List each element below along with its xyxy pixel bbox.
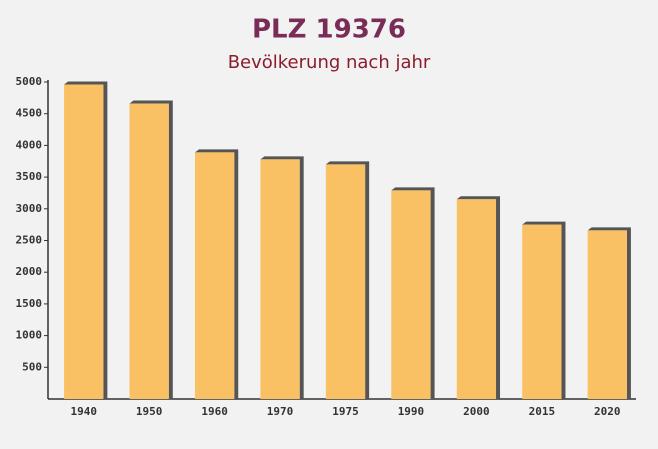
y-tick-label: 3000 bbox=[16, 202, 43, 215]
y-tick-label: 4000 bbox=[16, 138, 43, 151]
x-tick-label: 1975 bbox=[332, 405, 359, 418]
bar bbox=[260, 159, 300, 399]
bar bbox=[587, 230, 627, 399]
y-tick-label: 2500 bbox=[16, 234, 43, 247]
bar bbox=[194, 152, 235, 399]
bar bbox=[391, 190, 431, 399]
bar bbox=[456, 199, 497, 399]
y-tick-label: 1500 bbox=[16, 297, 43, 310]
chart-subtitle: Bevölkerung nach jahr bbox=[228, 52, 431, 73]
x-tick-label: 1970 bbox=[267, 405, 294, 418]
bar bbox=[325, 164, 366, 399]
y-tick-label: 4500 bbox=[16, 107, 43, 120]
bar bbox=[129, 103, 169, 399]
bar bbox=[522, 224, 562, 399]
x-tick-label: 2020 bbox=[594, 405, 621, 418]
y-tick-label: 1000 bbox=[16, 329, 43, 342]
x-tick-label: 1990 bbox=[398, 405, 425, 418]
y-tick-label: 2000 bbox=[16, 265, 43, 278]
chart-title: PLZ 19376 bbox=[252, 15, 406, 45]
x-tick-label: 2015 bbox=[529, 405, 556, 418]
y-tick-label: 3500 bbox=[16, 170, 43, 183]
x-tick-label: 1960 bbox=[201, 405, 228, 418]
x-tick-label: 1950 bbox=[136, 405, 163, 418]
x-tick-label: 2000 bbox=[463, 405, 490, 418]
x-tick-label: 1940 bbox=[70, 405, 97, 418]
y-tick-label: 5000 bbox=[16, 75, 43, 88]
y-tick-label: 500 bbox=[22, 360, 42, 373]
bar bbox=[64, 84, 104, 399]
